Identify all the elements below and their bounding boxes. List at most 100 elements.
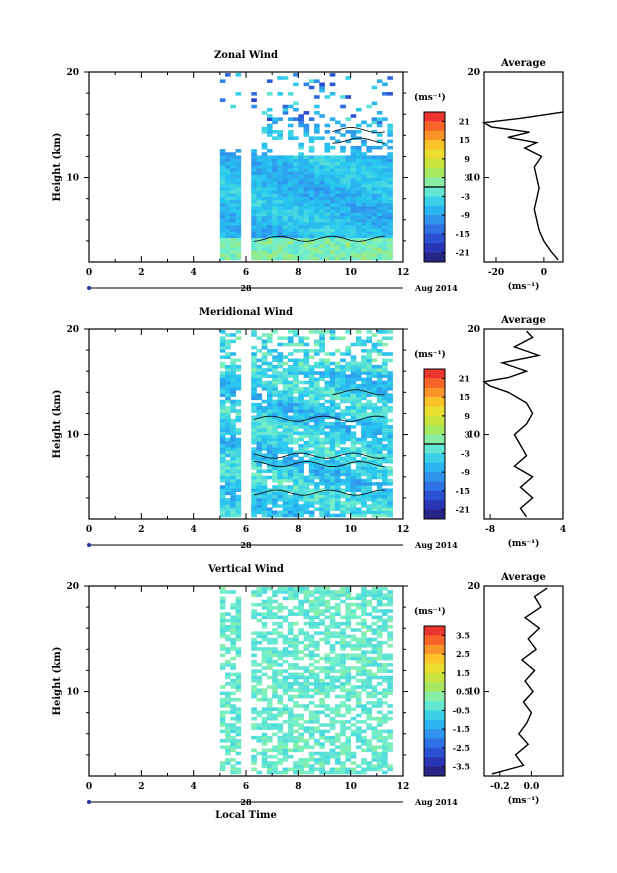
heatmap-cell xyxy=(376,593,383,597)
heatmap-cell xyxy=(314,453,320,458)
heatmap-cell xyxy=(293,440,299,445)
heatmap-cell xyxy=(314,130,320,134)
heatmap-cell xyxy=(219,199,226,204)
heatmap-cell xyxy=(376,120,383,125)
heatmap-cell xyxy=(314,596,320,601)
heatmap-cell xyxy=(355,399,362,404)
x-tick-label: 4 xyxy=(191,525,197,535)
heatmap-cell xyxy=(382,390,388,394)
heatmap-cell xyxy=(340,399,346,404)
heatmap-cell xyxy=(361,428,367,432)
heatmap-cell xyxy=(366,459,372,464)
heatmap-cell xyxy=(366,434,372,439)
profile-y-tick-label: 20 xyxy=(467,68,480,78)
heatmap-cell xyxy=(261,637,268,642)
x-tick-label: 10 xyxy=(344,782,357,792)
heatmap-cell xyxy=(319,504,325,508)
heatmap-cell xyxy=(293,187,299,191)
heatmap-cell xyxy=(345,758,352,762)
heatmap-cell xyxy=(376,133,383,137)
heatmap-cell xyxy=(382,421,388,426)
heatmap-cell xyxy=(350,723,357,727)
heatmap-cell xyxy=(225,218,231,223)
heatmap-cell xyxy=(298,425,304,429)
heatmap-cell xyxy=(334,609,341,613)
heatmap-cell xyxy=(251,333,257,337)
heatmap-cell xyxy=(293,637,299,642)
heatmap-cell xyxy=(366,393,372,397)
heatmap-cell xyxy=(319,371,325,375)
heatmap-cell xyxy=(382,494,388,499)
heatmap-cell xyxy=(230,590,236,594)
heatmap-cell xyxy=(329,590,336,594)
heatmap-cell xyxy=(319,666,325,670)
heatmap-cell xyxy=(387,453,393,458)
heatmap-cell xyxy=(235,609,242,613)
heatmap-cell xyxy=(266,761,273,765)
heatmap-cell xyxy=(303,447,310,451)
heatmap-cell xyxy=(376,250,383,254)
heatmap-cell xyxy=(293,387,299,391)
heatmap-cell xyxy=(230,748,236,753)
heatmap-cell xyxy=(314,164,320,169)
heatmap-cell xyxy=(272,225,278,229)
heatmap-cell xyxy=(371,513,378,518)
heatmap-cell xyxy=(230,697,236,702)
heatmap-cell xyxy=(366,387,372,391)
heatmap-cell xyxy=(266,368,273,372)
heatmap-cell xyxy=(287,469,294,473)
heatmap-cell xyxy=(261,732,268,737)
heatmap-cell xyxy=(293,469,299,473)
heatmap-cell xyxy=(329,507,336,511)
heatmap-cell xyxy=(293,672,299,677)
heatmap-cell xyxy=(277,117,284,121)
heatmap-cell xyxy=(272,399,278,404)
heatmap-cell xyxy=(219,729,226,734)
heatmap-cell xyxy=(382,459,388,464)
heatmap-cell xyxy=(219,587,226,591)
heatmap-cell xyxy=(361,183,367,188)
heatmap-cell xyxy=(340,412,346,416)
heatmap-cell xyxy=(272,764,278,768)
colorbar-segment xyxy=(424,406,445,417)
heatmap-cell xyxy=(355,685,362,689)
heatmap-cell xyxy=(303,174,310,178)
heatmap-cell xyxy=(298,482,304,486)
heatmap-cell xyxy=(334,171,341,175)
y-axis-label: Height (km) xyxy=(52,133,63,202)
heatmap-cell xyxy=(387,352,393,356)
heatmap-cell xyxy=(293,180,299,185)
heatmap-cell xyxy=(314,123,320,128)
heatmap-cell xyxy=(376,628,383,632)
heatmap-cell xyxy=(387,431,393,435)
heatmap-cell xyxy=(293,701,299,705)
heatmap-cell xyxy=(293,250,299,254)
heatmap-cell xyxy=(225,409,231,413)
heatmap-cell xyxy=(387,399,393,404)
heatmap-cell xyxy=(235,707,242,711)
heatmap-cell xyxy=(308,218,315,223)
heatmap-cell xyxy=(277,206,284,210)
heatmap-cell xyxy=(376,349,383,353)
heatmap-cell xyxy=(287,202,294,207)
heatmap-cell xyxy=(225,244,231,248)
heatmap-cell xyxy=(382,396,388,401)
heatmap-cell xyxy=(366,377,372,382)
heatmap-cell xyxy=(366,174,372,178)
heatmap-cell xyxy=(272,130,278,134)
heatmap-cell xyxy=(282,225,289,229)
heatmap-cell xyxy=(366,180,372,185)
heatmap-cell xyxy=(387,180,393,185)
heatmap-cell xyxy=(266,415,273,420)
heatmap-cell xyxy=(225,482,231,486)
heatmap-cell xyxy=(251,450,257,454)
heatmap-cell xyxy=(329,675,336,680)
heatmap-cell xyxy=(230,240,236,245)
heatmap-cell xyxy=(230,374,236,378)
heatmap-cell xyxy=(298,177,304,182)
heatmap-cell xyxy=(329,380,336,385)
heatmap-cell xyxy=(261,494,268,499)
heatmap-cell xyxy=(219,615,226,620)
heatmap-cell xyxy=(282,440,289,445)
heatmap-cell xyxy=(329,180,336,185)
